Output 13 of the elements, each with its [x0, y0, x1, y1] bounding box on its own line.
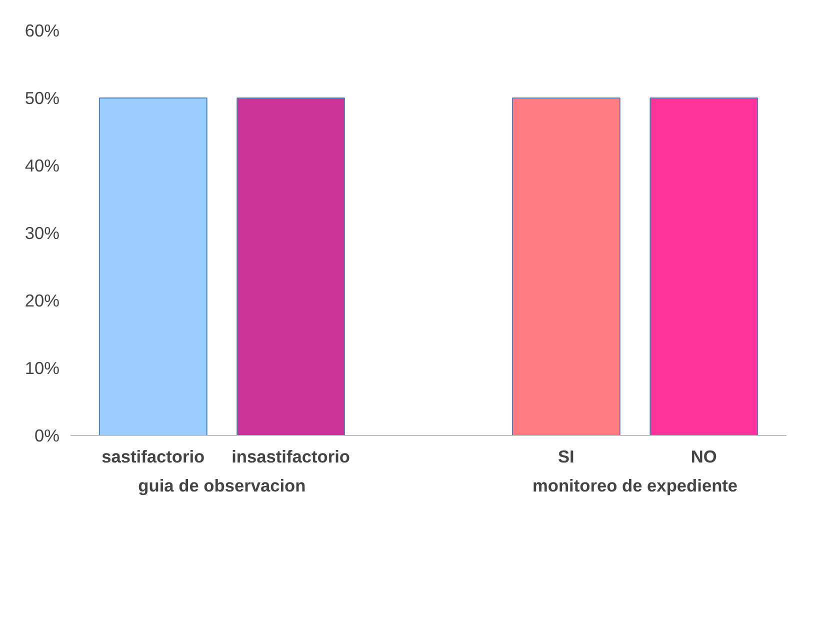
y-tick-label: 40%: [24, 156, 60, 176]
x-tick-label: sastifactorio: [102, 446, 205, 466]
y-tick-label: 20%: [24, 290, 60, 310]
y-tick-label: 10%: [24, 358, 60, 378]
x-tick-label: insastifactorio: [232, 446, 350, 466]
y-tick-label: 30%: [24, 223, 60, 243]
y-tick-label: 0%: [34, 426, 60, 446]
x-tick-label: SI: [558, 446, 574, 466]
x-tick-label: NO: [690, 446, 717, 466]
text: monitoreo de expediente: [532, 476, 738, 496]
y-tick-label: 50%: [24, 88, 60, 108]
y-tick-label: 60%: [24, 20, 60, 40]
text: guia de observacion: [138, 476, 306, 496]
